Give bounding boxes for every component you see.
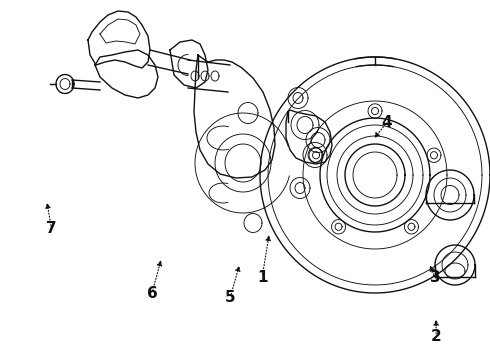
Text: 3: 3 [430,270,441,285]
Text: 4: 4 [382,115,392,130]
Text: 5: 5 [225,289,236,305]
Text: 2: 2 [431,329,441,344]
Text: 1: 1 [257,270,268,285]
Text: 6: 6 [147,286,157,301]
Text: 7: 7 [46,221,57,236]
